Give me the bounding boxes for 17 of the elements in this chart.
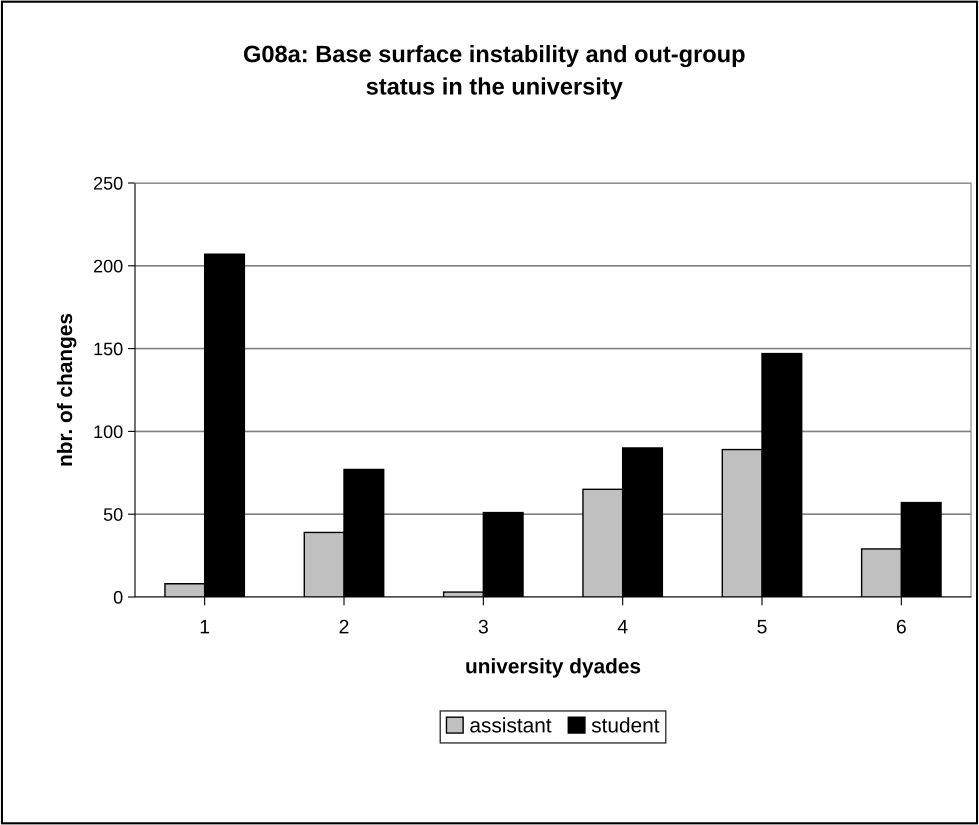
chart-title: G08a: Base surface instability and out-group status in the university	[244, 45, 745, 100]
x-tick-label: 6	[896, 620, 906, 634]
x-axis-title: university dyades	[466, 658, 640, 678]
x-tick-label: 2	[340, 620, 348, 634]
legend-label: assistant	[470, 717, 552, 733]
y-tick-label: 100	[94, 425, 122, 438]
y-tick-label: 0	[114, 590, 122, 604]
legend-label: student	[592, 717, 660, 733]
x-tick-label: 3	[478, 620, 488, 634]
y-axis-title: nbr. of changes	[56, 314, 76, 466]
y-tick-label: 250	[94, 176, 122, 190]
y-tick-label: 200	[94, 260, 122, 273]
y-tick-label: 50	[104, 508, 122, 521]
x-tick-label: 1	[200, 620, 210, 634]
y-tick-label: 150	[94, 342, 122, 356]
x-tick-label: 4	[618, 620, 628, 634]
x-tick-label: 5	[757, 620, 767, 634]
